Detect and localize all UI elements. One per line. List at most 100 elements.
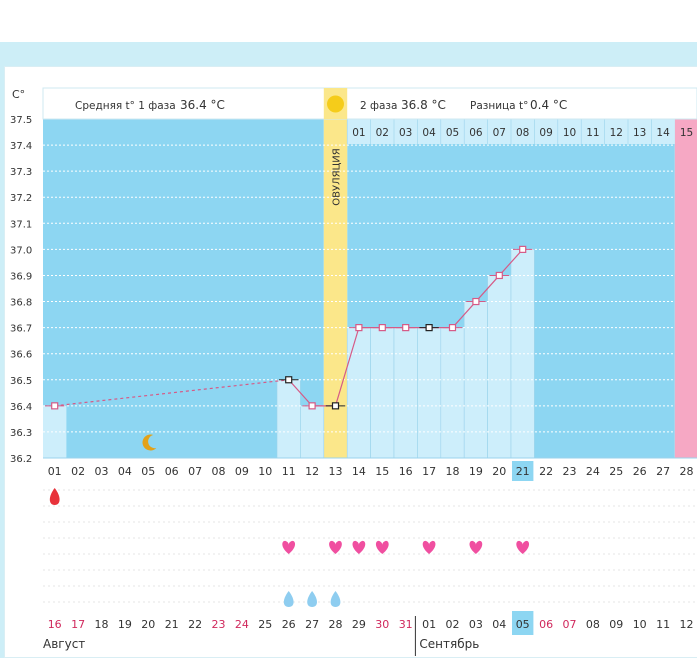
temp-point [355,324,363,332]
calendar-date: 27 [305,618,319,631]
temp-point [519,245,527,253]
heart-icon [469,540,483,554]
y-tick-label: 37.4 [10,141,32,152]
phase2-day-number: 10 [563,127,576,139]
cycle-day-label: 18 [446,465,460,478]
cycle-day-label: 06 [165,465,179,478]
temp-point [495,271,503,280]
phase2-day-number: 02 [376,127,389,139]
y-tick-label: 37.5 [10,115,32,126]
month-label-september: Сентябрь [419,637,479,651]
cycle-day-label: 12 [305,465,319,478]
phase2-day-number: 06 [469,127,483,139]
phase2-day-number: 09 [539,127,552,139]
cycle-day-label: 28 [680,465,694,478]
temp-point [448,324,457,332]
cycle-day-label: 04 [118,465,132,478]
temp-point [472,297,480,306]
phase2-day-number: 01 [352,127,365,139]
calendar-date: 06 [539,618,553,631]
phase2-day-number: 14 [656,127,670,139]
calendar-date: 24 [235,618,249,631]
cycle-day-label: 02 [71,465,85,478]
phase2-value: 36.8 °C [401,98,446,112]
cycle-day-label: 17 [422,465,436,478]
calendar-date: 28 [329,618,343,631]
calendar-date: 11 [656,618,670,631]
calendar-date: 08 [586,618,600,631]
diff-label: Разница t° [470,100,528,112]
cycle-day-label: 03 [95,465,109,478]
top-banner [0,0,697,42]
moon-icon [142,434,157,451]
blue-drop-icon [330,591,341,607]
bar-day-16 [393,327,418,459]
calendar-date: 29 [352,618,366,631]
calendar-date: 25 [258,618,272,631]
cycle-day-label: 08 [212,465,226,478]
cycle-day-label: 05 [141,465,155,478]
temp-point [285,376,293,384]
bar-day-21 [510,249,535,459]
phase2-day-number: 08 [516,127,529,139]
calendar-date: 19 [118,618,132,631]
diff-value: 0.4 °C [530,98,567,112]
y-tick-label: 37.1 [10,219,32,230]
blue-drop-icon [307,591,317,607]
temp-segment [288,379,313,407]
heart-icon [282,540,296,554]
bar-day-14 [346,327,371,459]
cycle-day-label: 27 [656,465,670,478]
phase2-day-number: 03 [399,127,412,139]
cycle-day-label: 14 [352,465,366,478]
phase1-label: Средняя t° 1 фаза [75,100,176,112]
y-tick-label: 37.0 [10,245,32,256]
phase2-day-number: 05 [446,127,459,139]
bar-day-15 [370,327,395,459]
cycle-day-highlight [512,461,534,481]
calendar-date: 02 [446,618,460,631]
temp-point [308,402,316,410]
calendar-date: 22 [188,618,202,631]
phase2-day-number: 04 [422,127,436,139]
cycle-day-label: 22 [539,465,553,478]
phase2-day-number: 12 [610,127,623,139]
sun-icon [327,95,344,113]
temp-point [51,402,59,410]
phase2-day-number: 15 [680,127,693,139]
calendar-date: 01 [422,618,436,631]
calendar-date: 16 [48,618,62,631]
temp-point [378,324,386,332]
bar-day-11 [276,379,301,459]
ovulation-band [323,88,348,458]
cycle-day-label: 24 [586,465,600,478]
y-tick-label: 36.4 [10,402,32,413]
temp-segment [452,301,477,329]
calendar-date: 26 [282,618,296,631]
temp-point [425,324,433,332]
y-tick-label: 36.2 [10,454,32,465]
y-tick-label: 36.8 [10,298,32,309]
calendar-date: 18 [95,618,109,631]
heart-icon [375,540,389,554]
y-tick-label: 36.7 [10,324,32,335]
cycle-day-label: 15 [375,465,389,478]
cycle-day-label: 10 [258,465,272,478]
cycle-day-label: 26 [633,465,647,478]
y-tick-label: 37.2 [10,193,32,204]
calendar-date: 10 [633,618,647,631]
y-tick-label: 36.3 [10,428,32,439]
temp-segment [334,327,360,407]
bar-day-18 [440,327,465,459]
y-tick-label: 37.3 [10,167,32,178]
blue-drop-icon [283,591,294,607]
temp-point [331,402,340,410]
calendar-date: 20 [141,618,155,631]
calendar-date: 17 [71,618,85,631]
temp-segment [475,275,500,302]
calendar-date: 09 [609,618,623,631]
cycle-day-label: 01 [48,465,62,478]
blood-drop-icon [49,488,60,505]
cycle-day-label: 11 [282,465,296,478]
phase2-day-number: 07 [493,127,506,139]
